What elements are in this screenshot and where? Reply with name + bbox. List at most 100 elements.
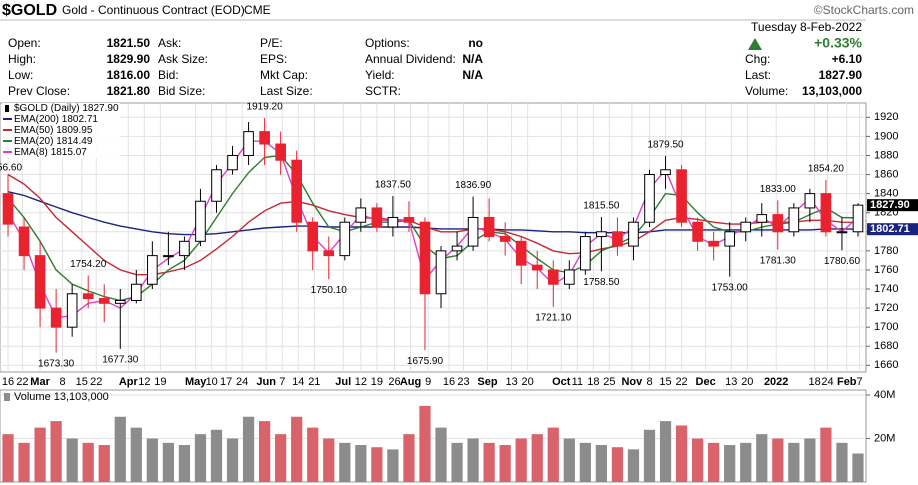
x-tick-label: Oct	[552, 376, 571, 388]
candle-body	[163, 255, 174, 258]
volume-bar	[724, 445, 736, 482]
quote-value: 1816.00	[107, 68, 151, 82]
candle-body	[2, 193, 14, 225]
x-tick-label: 24	[821, 376, 833, 388]
candle-body	[419, 221, 431, 295]
volume-bar	[691, 438, 704, 482]
candle-body	[836, 231, 848, 234]
x-tick-label: 26	[388, 376, 400, 388]
candle-body	[772, 214, 784, 233]
price-annotation: 1750.10	[311, 285, 348, 296]
price-annotation: 1854.20	[808, 164, 845, 175]
y-tick-label: 40M	[874, 389, 895, 401]
candle-body	[355, 207, 367, 223]
legend-label: EMA(50) 1809.95	[14, 125, 93, 136]
candle-body	[211, 169, 222, 202]
legend-value: 1815.07	[51, 147, 88, 158]
quote-label: SCTR:	[365, 84, 401, 98]
summary-value: 1827.90	[819, 68, 863, 82]
volume-bar	[595, 445, 608, 482]
volume-bar	[387, 449, 399, 482]
volume-bar	[852, 453, 864, 482]
candle-body	[82, 293, 94, 300]
volume-bar	[130, 427, 142, 482]
volume-bar	[210, 429, 223, 482]
volume-bar	[499, 445, 511, 482]
symbol: $GOLD	[2, 2, 57, 19]
quote-label: Bid Size:	[158, 84, 205, 98]
x-tick-label: 13	[725, 376, 737, 388]
x-tick-label: Dec	[696, 376, 716, 388]
quote-label: Annual Dividend:	[365, 52, 456, 66]
candle-body	[18, 226, 30, 257]
quote-label: High:	[8, 52, 36, 66]
volume-bar	[98, 445, 110, 482]
price-annotation: 1879.50	[647, 140, 684, 151]
x-tick-label: 14	[292, 376, 304, 388]
volume-bar	[611, 447, 624, 482]
x-tick-label: Nov	[621, 376, 643, 388]
candle-body	[820, 193, 832, 233]
candle-body	[403, 216, 415, 223]
x-tick-label: 15	[659, 376, 671, 388]
quote-label: Last Size:	[260, 84, 313, 98]
x-tick-label: Sep	[477, 376, 497, 388]
legend-bg	[2, 114, 120, 125]
candle-body	[243, 131, 254, 156]
candle-body	[724, 231, 735, 247]
x-tick-label: Apr	[119, 376, 139, 388]
candle-body	[339, 221, 351, 257]
candle-body	[676, 169, 687, 223]
instrument-name: Gold - Continuous Contract (EOD)	[62, 3, 245, 17]
x-tick-label: 11	[572, 376, 583, 388]
volume-title: Volume 13,103,000	[14, 391, 109, 403]
legend-label: EMA(200) 1802.71	[14, 114, 98, 125]
candle-body	[131, 283, 142, 301]
candle-body	[547, 269, 559, 285]
volume-bar	[675, 425, 688, 482]
quote-label: Open:	[8, 36, 41, 50]
ema-line	[7, 154, 859, 302]
price-annotation: 1780.60	[824, 256, 861, 267]
summary-label: Volume:	[745, 84, 788, 98]
volume-bar	[307, 427, 319, 482]
price-panel: 1660168017001720174017601780180018201840…	[0, 102, 918, 388]
price-tag-label: 1802.71	[870, 223, 910, 235]
price-tag	[867, 199, 918, 212]
volume-bar	[371, 447, 383, 482]
y-tick-label: 1740	[874, 283, 898, 295]
volume-bar	[547, 427, 559, 482]
volume-bar	[2, 434, 14, 482]
candle-body	[628, 221, 639, 247]
candle-body	[371, 207, 383, 228]
quote-label: Low:	[8, 68, 33, 82]
candle-body	[612, 231, 623, 247]
candle-body	[483, 216, 495, 238]
x-tick-label: 18	[587, 376, 599, 388]
price-annotation: 1753.00	[712, 282, 749, 293]
y-tick-label: 1880	[874, 149, 898, 161]
volume-bar	[82, 442, 94, 482]
volume-bar	[740, 442, 752, 482]
x-tick-label: 7	[857, 376, 863, 388]
volume-bar	[258, 421, 271, 482]
volume-bar	[339, 442, 351, 482]
x-tick-label: 13	[505, 376, 517, 388]
candle-body	[451, 245, 463, 252]
x-tick-label: 20	[741, 376, 753, 388]
change-pct: +0.33%	[814, 35, 862, 51]
price-annotation: 1754.20	[70, 259, 107, 270]
x-tick-label: 22	[90, 376, 102, 388]
legend-name: EMA(20)	[14, 136, 53, 147]
volume-bar	[659, 421, 672, 482]
volume-bar	[18, 442, 30, 482]
copyright: ©StockCharts.com	[814, 3, 914, 17]
volume-frame	[0, 389, 867, 483]
volume-bar	[756, 434, 768, 482]
volume-bar	[435, 427, 447, 482]
x-tick-label: 22	[675, 376, 687, 388]
quote-label: Ask Size:	[158, 52, 208, 66]
volume-bar	[531, 434, 543, 482]
volume-bar	[114, 416, 126, 482]
